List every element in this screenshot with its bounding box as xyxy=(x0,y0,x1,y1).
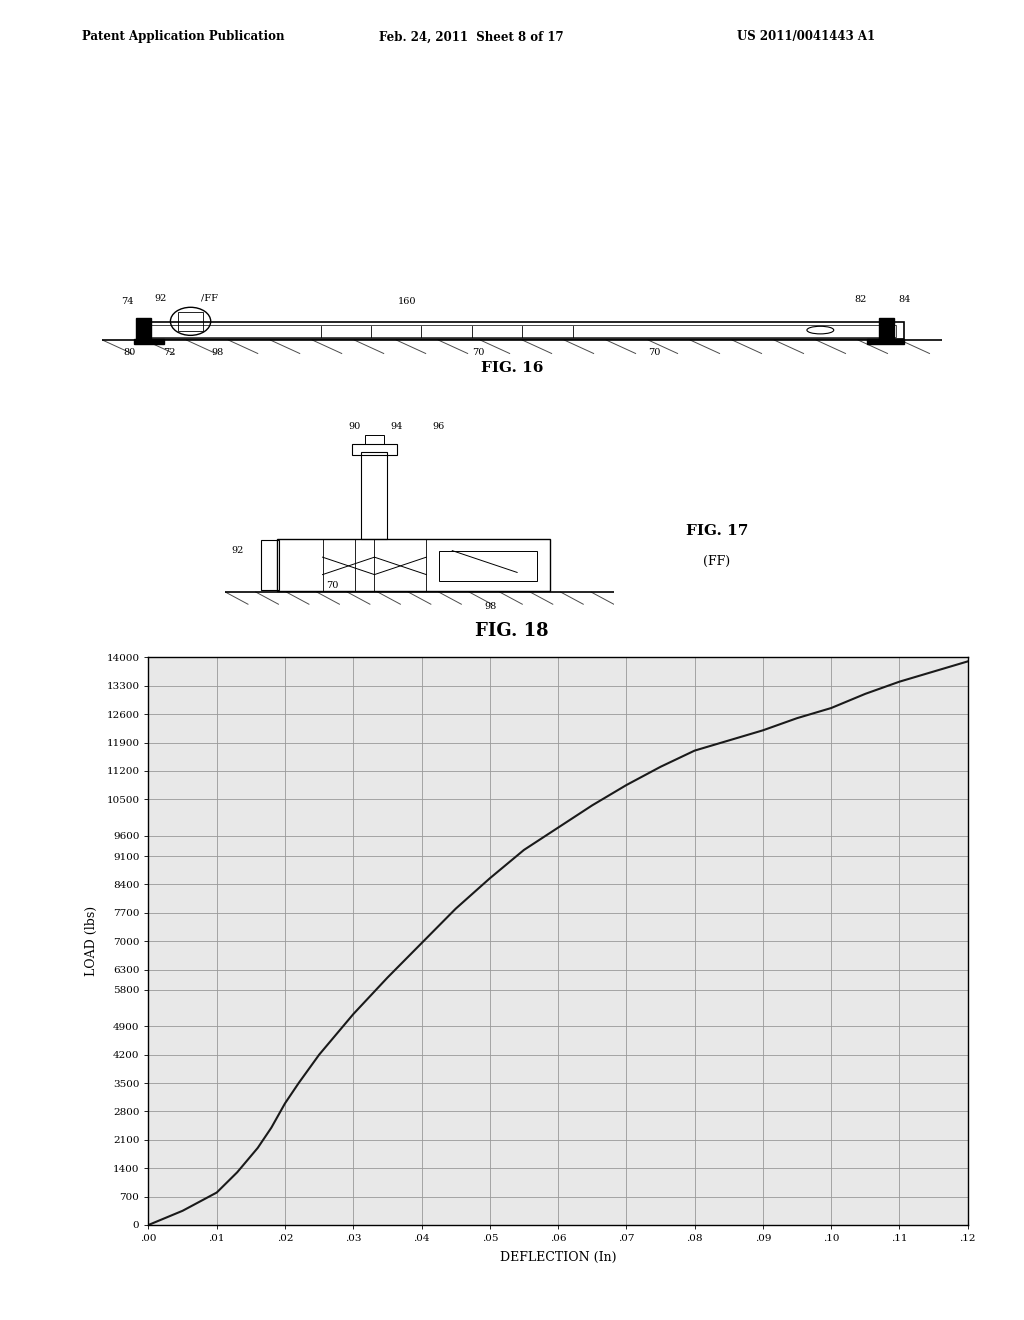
Text: 98: 98 xyxy=(484,602,497,611)
Text: US 2011/0041443 A1: US 2011/0041443 A1 xyxy=(737,30,876,44)
Text: /FF: /FF xyxy=(202,294,218,302)
Text: 92: 92 xyxy=(155,294,167,302)
Text: 70: 70 xyxy=(472,348,484,358)
Text: (FF): (FF) xyxy=(703,554,730,568)
Text: 160: 160 xyxy=(398,297,417,306)
Text: Patent Application Publication: Patent Application Publication xyxy=(82,30,285,44)
Bar xyxy=(136,318,152,341)
Text: 70: 70 xyxy=(648,348,660,358)
Bar xyxy=(323,539,355,591)
Text: 74: 74 xyxy=(121,297,133,306)
Text: FIG. 17: FIG. 17 xyxy=(686,524,748,537)
Bar xyxy=(148,326,896,337)
Text: 70: 70 xyxy=(326,581,338,590)
X-axis label: DEFLECTION (In): DEFLECTION (In) xyxy=(500,1251,616,1265)
Text: 84: 84 xyxy=(898,296,910,304)
Text: 72: 72 xyxy=(163,348,175,358)
Text: FIG. 18: FIG. 18 xyxy=(475,622,549,640)
Bar xyxy=(361,451,387,539)
Bar xyxy=(375,539,426,591)
Bar xyxy=(134,339,164,343)
Text: FIG. 16: FIG. 16 xyxy=(481,362,543,375)
Y-axis label: LOAD (lbs): LOAD (lbs) xyxy=(85,906,98,977)
Bar xyxy=(365,436,384,444)
Bar xyxy=(261,540,280,590)
Text: 92: 92 xyxy=(231,545,244,554)
Text: 80: 80 xyxy=(124,348,135,358)
Bar xyxy=(439,550,537,581)
Bar xyxy=(866,339,904,343)
Bar xyxy=(879,318,894,341)
Text: 82: 82 xyxy=(854,296,866,304)
Text: 90: 90 xyxy=(348,421,360,430)
Text: Feb. 24, 2011  Sheet 8 of 17: Feb. 24, 2011 Sheet 8 of 17 xyxy=(379,30,563,44)
Text: 96: 96 xyxy=(433,421,445,430)
Text: 98: 98 xyxy=(212,348,224,358)
Bar xyxy=(140,322,904,339)
Bar xyxy=(278,539,550,591)
Bar xyxy=(178,312,203,331)
Text: 94: 94 xyxy=(390,421,403,430)
Bar xyxy=(352,444,397,455)
